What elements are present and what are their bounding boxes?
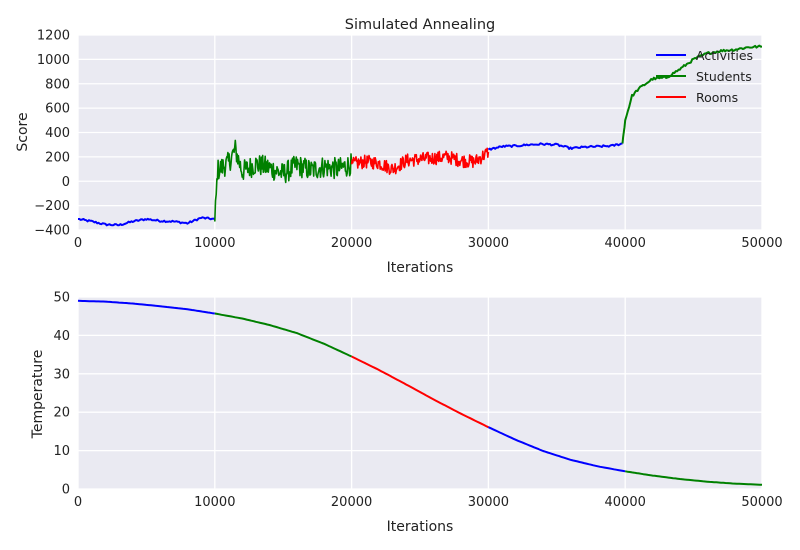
x-tick-label: 20000 [331,236,372,251]
series-line-activities-3 [487,142,623,151]
y-tick-label: 20 [53,406,70,421]
series-line-segment-1 [214,312,352,358]
temperature-grid [77,296,763,490]
x-tick-label: 20000 [331,495,372,510]
temperature-lines [77,299,763,486]
series-line-segment-0 [77,299,215,315]
score-y-axis-label: Score [15,112,31,151]
y-tick-label: −400 [34,224,70,239]
y-tick-label: 0 [62,175,70,190]
x-tick-label: 30000 [468,236,509,251]
legend-label-students: Students [696,69,752,84]
y-tick-label: −200 [34,199,70,214]
series-line-students-4 [621,44,762,144]
temperature-x-ticks: 0 10000 20000 30000 40000 50000 [74,495,783,510]
series-line-segment-4 [625,470,763,486]
y-tick-label: 50 [53,291,70,306]
temperature-y-ticks: 0 10 20 30 40 50 [53,291,70,498]
y-tick-label: 0 [62,483,70,498]
series-line-activities-0 [78,216,216,227]
x-tick-label: 0 [74,495,82,510]
series-line-rooms-2 [350,147,490,175]
score-x-ticks: 0 10000 20000 30000 40000 50000 [74,236,783,251]
legend-label-rooms: Rooms [696,90,738,105]
temperature-chart: 0 10000 20000 30000 40000 50000 0 10 20 30 40 50 I… [30,291,783,536]
score-chart: Simulated Annealing 0 10000 20000 30000 4000… [15,17,783,276]
y-tick-label: 800 [45,77,70,92]
x-tick-label: 30000 [468,495,509,510]
y-tick-label: 1200 [37,29,70,44]
x-tick-label: 10000 [194,236,235,251]
score-lines [78,44,762,227]
score-chart-title: Simulated Annealing [345,17,495,33]
temperature-y-axis-label: Temperature [30,350,46,440]
y-tick-label: 600 [45,102,70,117]
x-tick-label: 0 [74,236,82,251]
x-tick-label: 50000 [741,236,782,251]
score-legend: Activities Students Rooms [656,48,753,105]
x-tick-label: 50000 [741,495,782,510]
series-line-segment-2 [351,355,489,429]
temperature-x-axis-label: Iterations [387,519,454,535]
x-tick-label: 10000 [194,495,235,510]
score-grid [77,34,763,231]
series-line-segment-3 [488,426,626,473]
series-line-students-1 [214,139,353,222]
y-tick-label: 40 [53,329,70,344]
y-tick-label: 30 [53,367,70,382]
y-tick-label: 1000 [37,53,70,68]
y-tick-label: 400 [45,126,70,141]
y-tick-label: 10 [53,444,70,459]
score-x-axis-label: Iterations [387,260,454,276]
legend-label-activities: Activities [696,48,753,63]
y-tick-label: 200 [45,150,70,165]
score-y-ticks: −400 −200 0 200 400 600 800 1000 1200 [34,29,70,239]
x-tick-label: 40000 [605,495,646,510]
x-tick-label: 40000 [605,236,646,251]
